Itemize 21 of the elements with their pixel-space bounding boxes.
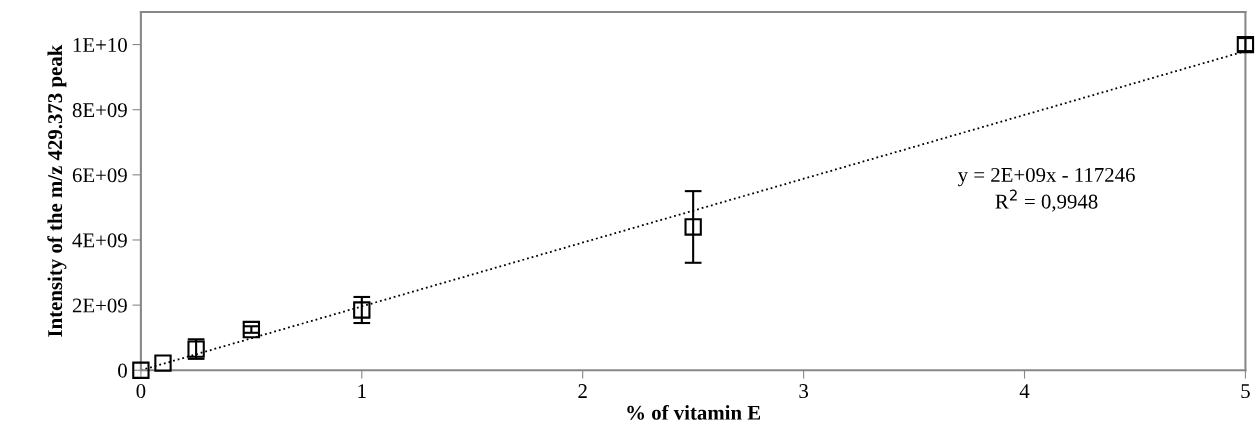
point (132, 361, 150, 379)
point (684, 218, 702, 236)
y-axis-title: Intensity of the m/z 429.373 peak (47, 44, 67, 337)
x-tick-label: 0 (136, 384, 146, 399)
x-tick-label: 3 (799, 384, 808, 399)
x-axis-title: % of vitamin E (627, 404, 761, 420)
x-tick-label: 2 (578, 384, 587, 398)
y-tick-label: 2E+09 (72, 298, 127, 313)
y-tick-label: 0 (118, 363, 127, 378)
y-tick-label: 1E+10 (73, 37, 127, 53)
x-tick-label: 1 (358, 384, 366, 398)
annotation: R$^{2}$ = 0,9948 (995, 189, 1098, 212)
y-tick-label: 8E+09 (72, 103, 127, 118)
point (154, 354, 172, 372)
annotation: y = 2E+09x - 117246 (957, 167, 1135, 187)
point (242, 320, 261, 339)
y-tick-label: 6E+09 (72, 168, 127, 183)
x-tick-label: 4 (1019, 384, 1030, 398)
y-tick-label: 4E+09 (72, 233, 127, 248)
point (353, 301, 371, 319)
x-tick-label: 5 (1241, 384, 1250, 399)
